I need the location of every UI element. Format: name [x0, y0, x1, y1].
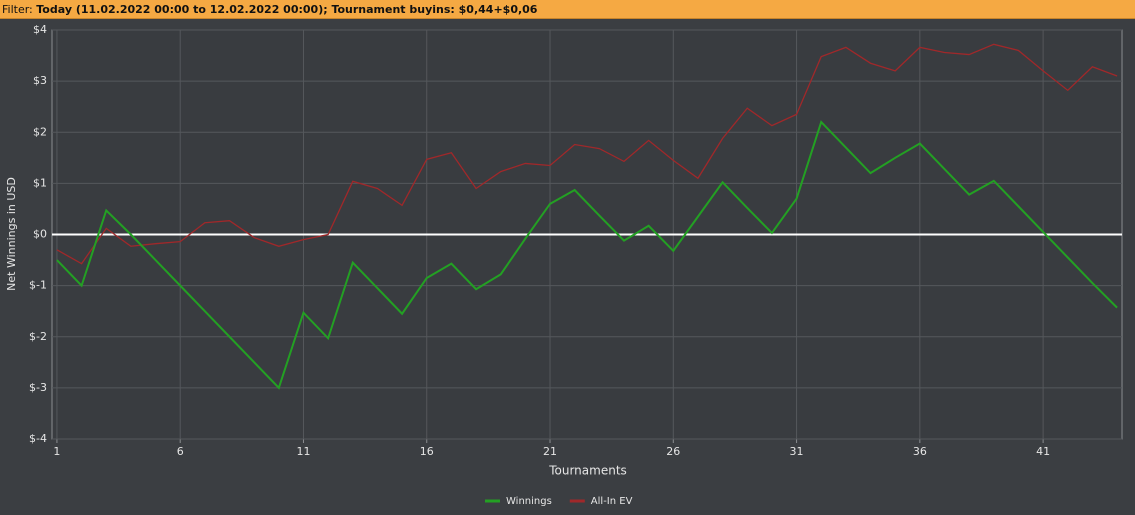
y-tick-label: $1 — [33, 176, 47, 189]
y-tick-label: $-2 — [29, 330, 47, 343]
filter-text: Today (11.02.2022 00:00 to 12.02.2022 00… — [36, 3, 538, 16]
x-axis-label: Tournaments — [548, 464, 627, 478]
y-tick-label: $-1 — [29, 279, 47, 292]
legend-label: Winnings — [506, 496, 552, 507]
y-tick-label: $-3 — [29, 381, 47, 394]
x-tick-label: 36 — [913, 445, 927, 458]
x-tick-label: 21 — [543, 445, 557, 458]
x-tick-label: 6 — [177, 445, 184, 458]
series-line — [56, 120, 1118, 390]
x-tick-label: 1 — [53, 445, 60, 458]
x-tick-label: 16 — [420, 445, 434, 458]
x-tick-label: 41 — [1036, 445, 1050, 458]
y-tick-label: $2 — [33, 125, 47, 138]
y-tick-label: $0 — [33, 228, 47, 241]
y-tick-label: $3 — [33, 74, 47, 87]
y-tick-label: $-4 — [29, 432, 47, 445]
x-tick-label: 31 — [790, 445, 804, 458]
filter-label: Filter: — [2, 3, 33, 16]
legend-label: All-In EV — [591, 496, 633, 507]
y-axis-label: Net Winnings in USD — [5, 177, 18, 291]
x-tick-label: 26 — [666, 445, 680, 458]
y-tick-label: $4 — [33, 23, 47, 36]
filter-bar: Filter: Today (11.02.2022 00:00 to 12.02… — [0, 0, 1135, 19]
x-tick-label: 11 — [296, 445, 310, 458]
series-line — [56, 43, 1118, 265]
